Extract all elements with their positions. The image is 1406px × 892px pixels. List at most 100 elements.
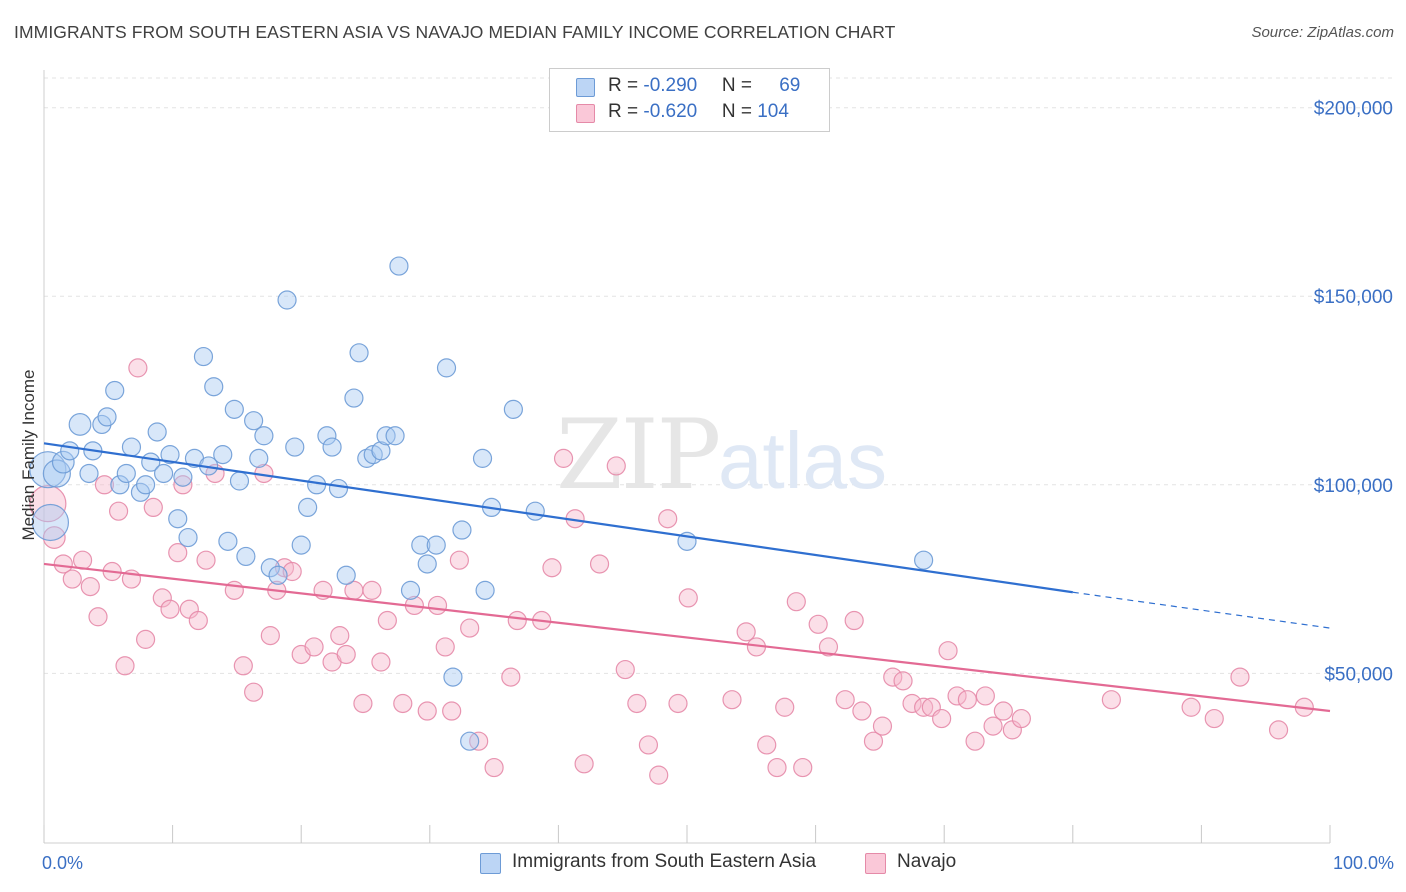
immigrants-point [525,501,545,521]
navajo-point [993,701,1013,721]
immigrants-point [417,554,437,574]
immigrants-point [79,463,99,484]
navajo-point [757,735,777,755]
navajo-point [902,693,922,714]
navajo-point [1101,690,1121,710]
immigrants-point [116,463,136,484]
bottom-legend-label: Navajo [897,851,957,872]
navajo-point [722,690,742,710]
immigrants-point [371,441,391,461]
navajo-point [1268,720,1289,740]
navajo-point [786,592,806,612]
immigrants-point [173,467,193,487]
immigrants-point [260,558,280,578]
legend-r-value: -0.620 [643,101,698,122]
navajo-point [94,475,115,495]
x-tick-label: 100.0% [1333,853,1394,873]
immigrants-point [147,422,167,442]
navajo-point [542,558,562,578]
navajo-point [589,554,610,574]
immigrants-point [472,448,493,468]
navajo-point [965,731,985,751]
navajo-point [1204,708,1224,729]
navajo-point [244,682,264,702]
navajo-point [435,637,455,657]
y-tick-label: $100,000 [1314,476,1393,497]
navajo-point [983,716,1003,736]
navajo-point [957,690,977,710]
legend-r-value: -0.290 [643,75,698,96]
legend-r-label: R = [608,101,644,122]
navajo-point [658,509,678,529]
immigrants-point [436,358,457,378]
immigrants-point [317,426,337,446]
navajo-point [143,497,163,518]
navajo-point [507,610,527,631]
chart-title: IMMIGRANTS FROM SOUTH EASTERN ASIA VS NA… [14,22,896,42]
immigrants-point [268,565,288,585]
navajo-points [29,358,1314,785]
legend-swatch-blue [576,78,595,97]
immigrants-point [443,667,463,687]
navajo-point [1181,697,1201,717]
navajo-point [442,701,462,721]
immigrants-point [385,426,405,446]
navajo-point [168,543,188,563]
navajo-point [872,716,893,736]
immigrants-points [29,256,934,751]
immigrants-point [60,441,80,461]
navajo-point [852,701,872,721]
legend-r-label: R = [608,75,644,96]
immigrants-point [213,445,233,465]
navajo-point [975,686,995,706]
immigrants-point [121,437,142,457]
navajo-point [353,693,373,714]
immigrants-point [224,399,244,419]
legend-swatch-pink [576,104,595,123]
y-tick-label: $200,000 [1314,99,1393,120]
immigrants-trend-extension [1072,591,1331,629]
immigrants-point [460,731,480,751]
navajo-point [393,693,413,714]
navajo-point [574,754,594,774]
correlation-legend: R = -0.290 N = 69 R = -0.620 N = 104 [549,68,830,132]
immigrants-point [322,437,342,457]
immigrants-point [298,497,318,518]
navajo-point [947,686,967,706]
immigrants-point [236,546,256,567]
tick-labels: $50,000 $100,000 $150,000 $200,000 0.0% 100.0… [42,99,1394,873]
navajo-point [362,580,382,600]
x-tick-label: 0.0% [42,853,83,873]
navajo-point [152,588,172,608]
navajo-point [808,614,828,634]
navajo-point [638,735,659,755]
navajo-point [1230,667,1250,687]
navajo-point [883,667,903,687]
navajo-point [108,501,129,521]
y-axis-label: Median Family Income [19,369,38,540]
navajo-point [938,641,958,661]
navajo-point [233,656,253,676]
immigrants-point [249,448,269,468]
bottom-legend-swatch-pink [865,853,886,874]
immigrants-point [160,445,180,465]
immigrants-point [105,380,125,401]
immigrants-point [475,580,495,600]
immigrants-point [389,256,409,276]
navajo-point [844,610,864,631]
navajo-point [553,448,574,468]
legend-n-value: 69 [779,75,801,96]
immigrants-point [153,463,174,484]
legend-n-label: N = [721,101,758,122]
immigrants-point [336,565,356,585]
immigrants-point [204,377,224,397]
immigrants-point [914,550,934,570]
legend-n-value: 104 [757,101,789,122]
watermark-zip: ZIP [556,399,719,511]
navajo-point [427,595,448,616]
immigrants-point [400,580,421,600]
navajo-point [29,485,67,523]
navajo-point [80,576,100,597]
navajo-point [188,610,208,631]
bottom-legend-label: Immigrants from South Eastern Asia [512,851,817,872]
